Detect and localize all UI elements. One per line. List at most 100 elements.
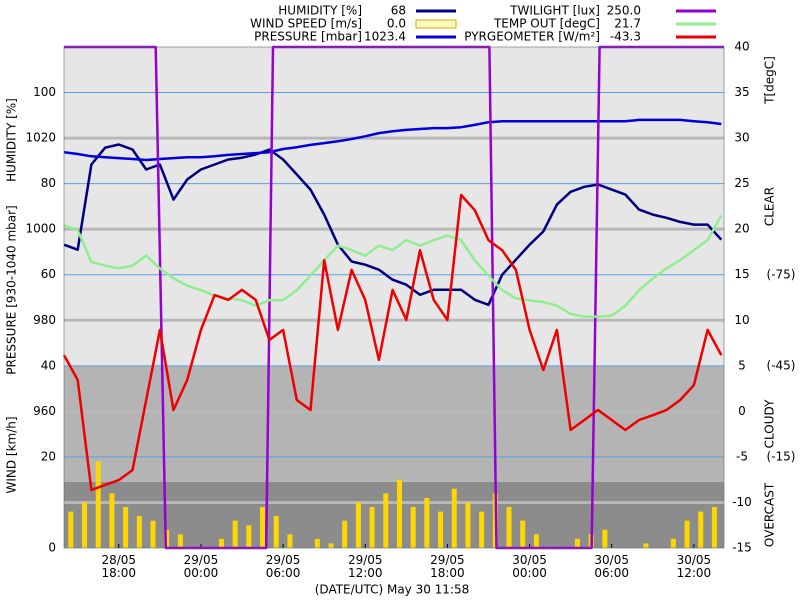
y-axis-label: HUMIDITY [%]: [5, 98, 19, 182]
zone-label: OVERCAST: [763, 482, 777, 547]
y2-tick-label: -15: [732, 541, 752, 555]
x-tick-label: 29/05 00:00: [184, 553, 219, 580]
x-tick-label: 28/05 18:00: [101, 553, 136, 580]
y-tick-label: 40: [41, 358, 56, 372]
y-tick-label: 1000: [25, 222, 56, 236]
legend-value: 0.0: [387, 17, 406, 31]
x-tick-label: 29/05 06:00: [266, 553, 301, 580]
wind-bar: [260, 507, 266, 548]
y2-tick-label: 30: [734, 131, 749, 145]
wind-bar: [328, 543, 334, 548]
wind-bar: [670, 538, 676, 548]
wind-bar: [383, 493, 389, 548]
x-tick-label: 30/05 12:00: [677, 553, 712, 580]
legend-value: -43.3: [610, 30, 641, 44]
y2-tick-label: -10: [732, 495, 752, 509]
x-tick-label: 29/05 18:00: [430, 553, 465, 580]
zone-label: CLOUDY: [763, 399, 777, 448]
wind-bar: [314, 538, 320, 548]
x-axis-label: (DATE/UTC) May 30 11:58: [315, 583, 470, 597]
x-tick-label: 30/05 00:00: [512, 553, 547, 580]
plot-frame: [63, 46, 725, 549]
wind-bar: [273, 516, 279, 548]
wind-bar: [451, 488, 457, 548]
legend-label: PRESSURE [mbar]: [254, 30, 362, 44]
zone-label: CLEAR: [763, 187, 777, 226]
y2-tick-label: 15: [734, 267, 749, 281]
legend-label: TWILIGHT [lux]: [509, 4, 600, 18]
y-tick-label: 80: [41, 176, 56, 190]
wind-bar: [643, 543, 649, 548]
wind-bar: [232, 520, 238, 548]
y2-tick-label: 25: [734, 176, 749, 190]
wind-bar: [479, 511, 485, 548]
y2-axis-label: T[degC]: [763, 56, 777, 105]
wind-bar: [246, 525, 252, 548]
wind-bar: [684, 520, 690, 548]
wind-bar: [136, 516, 142, 548]
y-tick-label: 100: [33, 85, 56, 99]
wind-bar: [68, 511, 74, 548]
zone: [64, 481, 724, 548]
wind-bar: [177, 534, 183, 548]
wind-bar: [698, 511, 704, 548]
legend-value: 68: [391, 4, 406, 18]
wind-bar: [95, 461, 101, 548]
wind-bar: [424, 497, 430, 548]
y3-tick-label: (-75): [767, 268, 796, 282]
wind-bar: [506, 507, 512, 548]
legend-label: TEMP OUT [degC]: [493, 17, 600, 31]
wind-bar: [355, 502, 361, 548]
series-line: [63, 143, 723, 307]
wind-bar: [396, 479, 402, 548]
wind-bar: [574, 538, 580, 548]
series-line: [63, 118, 722, 162]
y2-tick-label: 20: [734, 222, 749, 236]
y-tick-label: 1020: [25, 131, 56, 145]
wind-bar: [711, 507, 717, 548]
wind-bar: [123, 507, 129, 548]
y-tick-label: 20: [41, 449, 56, 463]
y-tick-label: 60: [41, 267, 56, 281]
wind-bar: [465, 502, 471, 548]
wind-bar: [342, 520, 348, 548]
y2-tick-label: -5: [736, 449, 748, 463]
wind-bar: [602, 529, 608, 548]
y3-tick-label: (-15): [767, 450, 796, 464]
y2-tick-label: 35: [734, 85, 749, 99]
series-line: [62, 193, 723, 492]
y-axis-label: PRESSURE [930-1040 mbar]: [5, 205, 19, 374]
wind-bar: [109, 493, 115, 548]
wind-bar: [438, 511, 444, 548]
y-tick-label: 960: [33, 404, 56, 418]
y2-tick-label: 0: [738, 404, 746, 418]
legend-swatch: [415, 19, 457, 29]
y-tick-label: 980: [33, 313, 56, 327]
y-tick-label: 0: [48, 541, 56, 555]
y2-tick-label: 10: [734, 313, 749, 327]
legend-value: 1023.4: [364, 30, 406, 44]
wind-bar: [520, 520, 526, 548]
wind-bar: [410, 507, 416, 548]
zone: [64, 366, 724, 482]
wind-bar: [218, 538, 224, 548]
y-axis-label: WIND [km/h]: [5, 416, 19, 493]
y3-tick-label: (-45): [767, 359, 796, 373]
y2-tick-label: 5: [738, 358, 746, 372]
wind-bar: [533, 534, 539, 548]
wind-bar: [287, 534, 293, 548]
x-tick-label: 30/05 06:00: [594, 553, 629, 580]
legend-value: 250.0: [607, 4, 641, 18]
legend-value: 21.7: [614, 17, 641, 31]
x-tick-label: 29/05 12:00: [348, 553, 383, 580]
wind-bar: [82, 502, 88, 548]
zone: [64, 47, 724, 367]
legend-label: PYRGEOMETER [W/m²]: [464, 30, 600, 44]
y2-tick-label: 40: [734, 40, 749, 54]
wind-bar: [369, 507, 375, 548]
legend-label: HUMIDITY [%]: [278, 4, 362, 18]
wind-bar: [150, 520, 156, 548]
legend-label: WIND SPEED [m/s]: [250, 17, 362, 31]
